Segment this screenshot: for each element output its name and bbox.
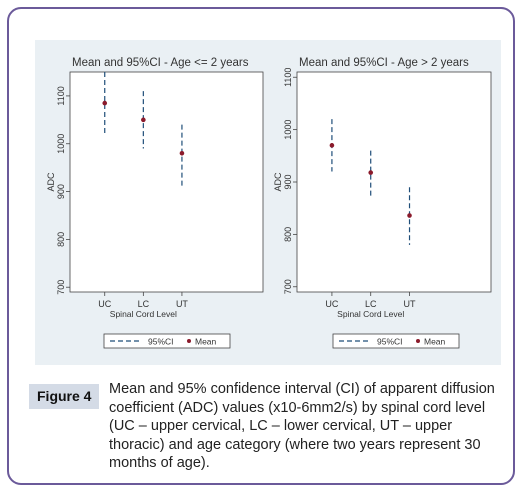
legend-ci-label: 95%CI	[148, 337, 174, 347]
mean-marker	[329, 143, 335, 148]
x-axis-label: Spinal Cord Level	[337, 309, 404, 319]
x-tick-label: UT	[176, 299, 188, 309]
y-tick-label: 800	[283, 227, 293, 242]
y-tick-label: 700	[56, 280, 66, 295]
y-tick-label: 1100	[56, 86, 66, 105]
legend-mean-label: Mean	[195, 337, 217, 347]
chart-title: Mean and 95%CI - Age > 2 years	[299, 57, 469, 69]
x-tick-label: UC	[325, 299, 338, 309]
legend-box	[103, 333, 231, 349]
y-axis-label: ADC	[273, 172, 283, 192]
mean-marker	[102, 100, 108, 106]
legend-mean-label: Mean	[424, 337, 446, 347]
mean-marker	[141, 117, 146, 123]
figure-label: Figure 4	[29, 384, 100, 409]
mean-marker	[407, 213, 412, 218]
y-tick-label: 900	[283, 174, 293, 189]
y-axis-label: ADC	[46, 172, 56, 192]
plot-panel-background	[69, 71, 264, 293]
x-tick-label: UT	[404, 299, 416, 309]
y-tick-label: 1000	[283, 120, 293, 140]
x-tick-label: LC	[365, 299, 377, 309]
chart-panel-1: Mean and 95%CI - Age <= 2 years 700 800 900…	[46, 57, 264, 349]
y-tick-label: 900	[56, 184, 66, 199]
chart-title: Mean and 95%CI - Age <= 2 years	[72, 57, 249, 69]
y-tick-label: 800	[56, 232, 66, 247]
mean-marker	[179, 151, 185, 156]
plot-panel-background	[296, 71, 492, 293]
x-axis-label: Spinal Cord Level	[110, 309, 177, 319]
chart-panel-2: Mean and 95%CI - Age > 2 years 700 800 900 1…	[273, 57, 492, 349]
x-tick-label: UC	[98, 299, 111, 309]
y-tick-label: 700	[283, 279, 293, 294]
y-tick-label: 1000	[56, 134, 66, 154]
legend-box	[332, 333, 460, 349]
x-tick-label: LC	[138, 299, 150, 309]
legend-mean-swatch	[416, 339, 420, 343]
mean-marker	[368, 170, 374, 175]
legend-ci-label: 95%CI	[377, 337, 403, 347]
caption-text: Mean and 95% confidence interval (CI) of…	[109, 381, 495, 471]
y-tick-label: 1100	[283, 68, 293, 87]
legend-mean-swatch	[187, 339, 191, 343]
